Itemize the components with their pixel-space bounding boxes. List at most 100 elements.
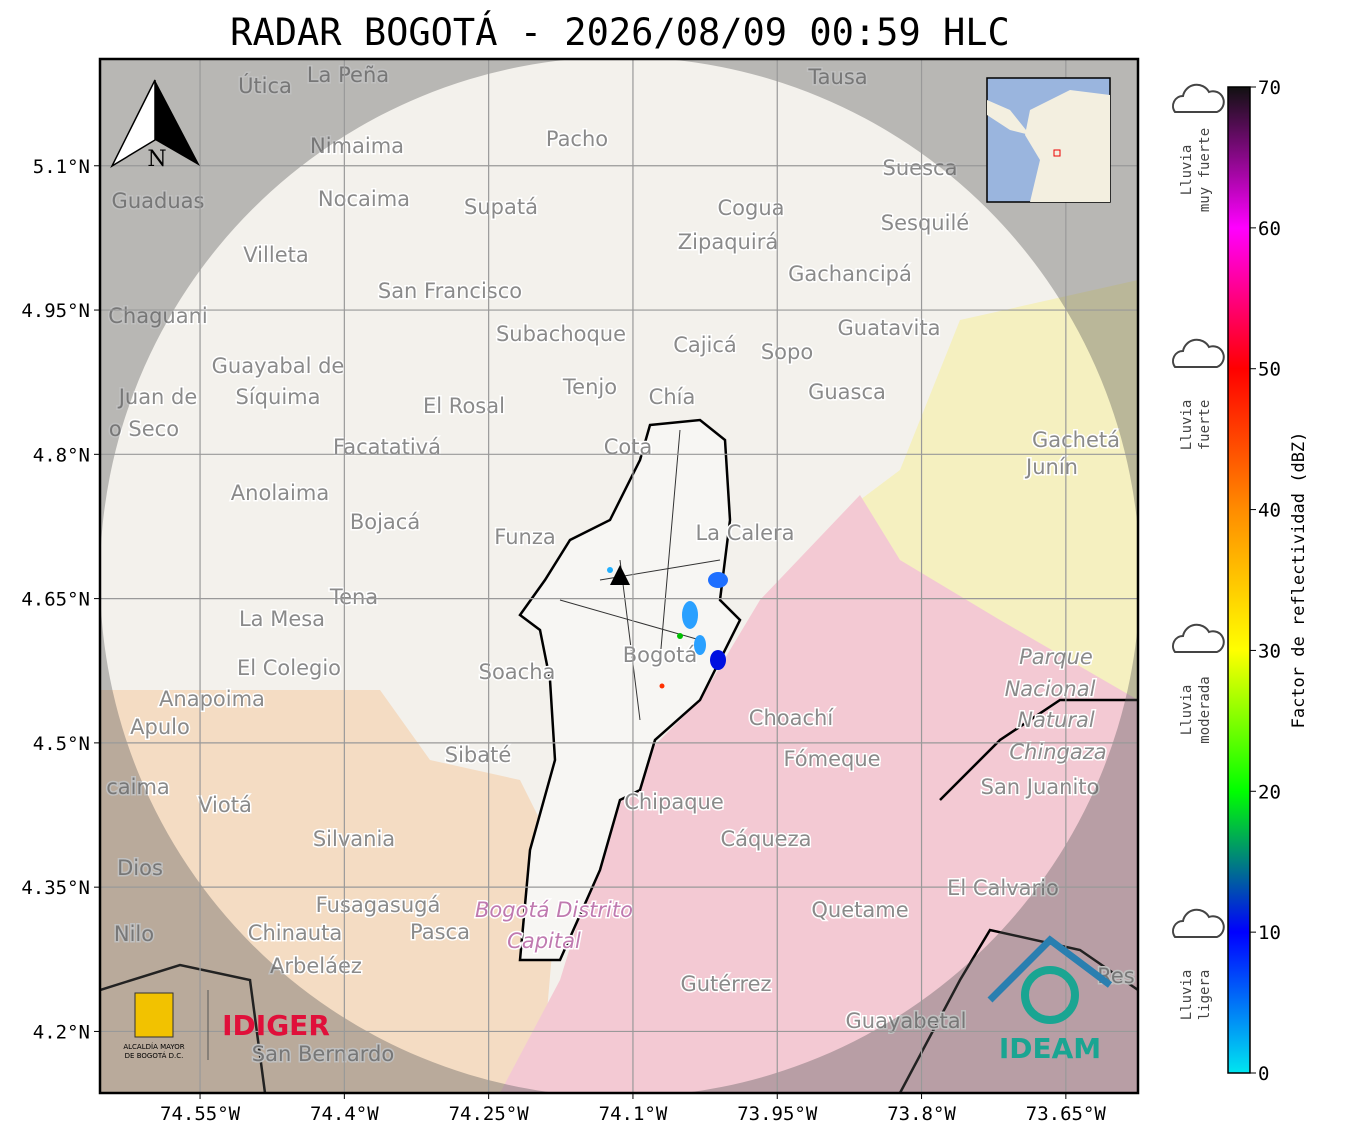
place-label: Cáqueza <box>721 827 812 851</box>
place-label: San Bernardo <box>252 1042 394 1066</box>
place-label: Fómeque <box>783 747 880 771</box>
place-label: Guaduas <box>112 189 205 213</box>
park-label: Chingaza <box>1009 740 1106 764</box>
colorbar-tick-label: 20 <box>1258 781 1281 803</box>
district-label: Capital <box>507 929 581 953</box>
place-label: Funza <box>494 525 555 549</box>
place-label: Cajicá <box>673 333 737 357</box>
place-label: El Calvario <box>947 876 1059 900</box>
place-label: caima <box>106 775 170 799</box>
idiger-logo: IDIGER <box>222 1009 330 1042</box>
rain-level-label: muy fuerte <box>1197 128 1213 212</box>
place-label: Chaguani <box>108 304 208 328</box>
north-label: N <box>147 147 166 172</box>
place-label: Subachoque <box>496 322 626 346</box>
map: La Peña Útica Tausa Pacho Nimaima Guaduas Noca… <box>100 59 1138 1093</box>
lon-tick-label: 73.65°W <box>1026 1103 1107 1125</box>
place-label: El Rosal <box>423 394 505 418</box>
place-label: Apulo <box>130 715 190 739</box>
place-label: Síquima <box>236 385 321 409</box>
place-label: Cogua <box>717 196 784 220</box>
place-label: Silvania <box>313 827 395 851</box>
place-label: El Colegio <box>237 656 341 680</box>
map-frame <box>98 57 1140 1095</box>
place-label: Útica <box>238 73 292 98</box>
place-label: Chipaque <box>624 790 724 814</box>
place-label: Nocaima <box>318 187 410 211</box>
place-label: Arbeláez <box>270 954 362 978</box>
colorbar-tick-label: 70 <box>1258 77 1281 99</box>
place-label: Guasca <box>808 380 886 404</box>
place-label: Anolaima <box>231 481 329 505</box>
inset-land <box>987 90 1110 202</box>
place-label: Pacho <box>546 127 608 151</box>
alcaldia-text: DE BOGOTÁ D.C. <box>125 1051 184 1060</box>
place-label: San Francisco <box>378 279 522 303</box>
place-label: Fusagasugá <box>316 893 441 917</box>
lat-tick-label: 4.2°N <box>33 1021 90 1043</box>
place-label: Dios <box>117 856 163 880</box>
lon-tick-label: 74.25°W <box>449 1103 530 1125</box>
place-label: Nimaima <box>310 134 404 158</box>
alcaldia-text: ALCALDÍA MAYOR <box>123 1042 184 1051</box>
place-label: Guatavita <box>838 316 941 340</box>
district-label: Bogotá Distrito <box>475 898 633 922</box>
place-label: Quetame <box>811 898 908 922</box>
colorbar-tick-label: 60 <box>1258 218 1281 240</box>
lat-tick-label: 4.8°N <box>33 444 90 466</box>
place-label: Chía <box>649 385 696 409</box>
place-label: Guayabal de <box>212 354 345 378</box>
lat-tick-label: 4.35°N <box>21 877 90 899</box>
rain-level-label: Lluvia <box>1179 145 1195 196</box>
place-label: Cota <box>604 435 653 459</box>
place-label: La Mesa <box>239 607 325 631</box>
place-label: La Peña <box>307 63 389 87</box>
park-label: Nacional <box>1005 677 1096 701</box>
lon-tick-label: 73.8°W <box>887 1103 956 1125</box>
ideam-swirl <box>1021 966 1079 1024</box>
park-label: Natural <box>1017 708 1095 732</box>
colorbar-label: Factor de reflectividad (dBZ) <box>1289 432 1309 729</box>
place-label: Viotá <box>198 793 252 817</box>
colorbar-ticks: 0 10 20 30 40 50 60 70 <box>1250 77 1281 1085</box>
colorbar <box>1227 86 1251 1074</box>
lon-tick-label: 74.4°W <box>310 1103 379 1125</box>
rain-level-label: ligera <box>1197 970 1213 1021</box>
alcaldia-shield <box>134 992 174 1038</box>
rain-icon <box>1172 83 1225 113</box>
colorbar-tick-label: 30 <box>1258 640 1281 662</box>
lat-tick-label: 5.1°N <box>33 156 90 178</box>
place-label: Junín <box>1024 455 1078 479</box>
place-label: Supatá <box>464 195 538 219</box>
place-label: Bogotá <box>623 643 698 667</box>
place-label: Facatativá <box>333 435 441 459</box>
title: RADAR BOGOTÁ - 2026/08/09 00:59 HLC <box>230 10 1010 54</box>
place-label: Soacha <box>479 660 556 684</box>
place-label: La Calera <box>695 521 794 545</box>
place-label: Gutérrez <box>680 972 771 996</box>
colorbar-tick-label: 10 <box>1258 922 1281 944</box>
place-label: Villeta <box>243 243 308 267</box>
park-area <box>500 495 1138 1093</box>
boundary <box>100 698 1138 1093</box>
rain-icon <box>1172 338 1225 368</box>
place-label: Bojacá <box>350 510 420 534</box>
rain-icon <box>1172 908 1225 938</box>
place-label: Tenjo <box>562 375 617 399</box>
rain-level-label: moderada <box>1197 676 1213 743</box>
place-label: Nilo <box>114 922 154 946</box>
echoes <box>607 567 728 689</box>
place-label: Suesca <box>883 156 958 180</box>
place-label: Juan de <box>117 385 198 409</box>
place-label: Choachí <box>749 706 835 730</box>
place-label: Sopo <box>761 340 813 364</box>
place-label: Zipaquirá <box>678 230 778 254</box>
lat-tick-label: 4.65°N <box>21 589 90 611</box>
park-label: Parque <box>1019 645 1093 669</box>
place-label: Sesquilé <box>881 211 969 235</box>
rain-level-label: fuerte <box>1197 400 1213 451</box>
inset-marker <box>1053 149 1061 157</box>
place-label: Tausa <box>807 65 867 89</box>
ideam-roof <box>987 935 1113 1003</box>
